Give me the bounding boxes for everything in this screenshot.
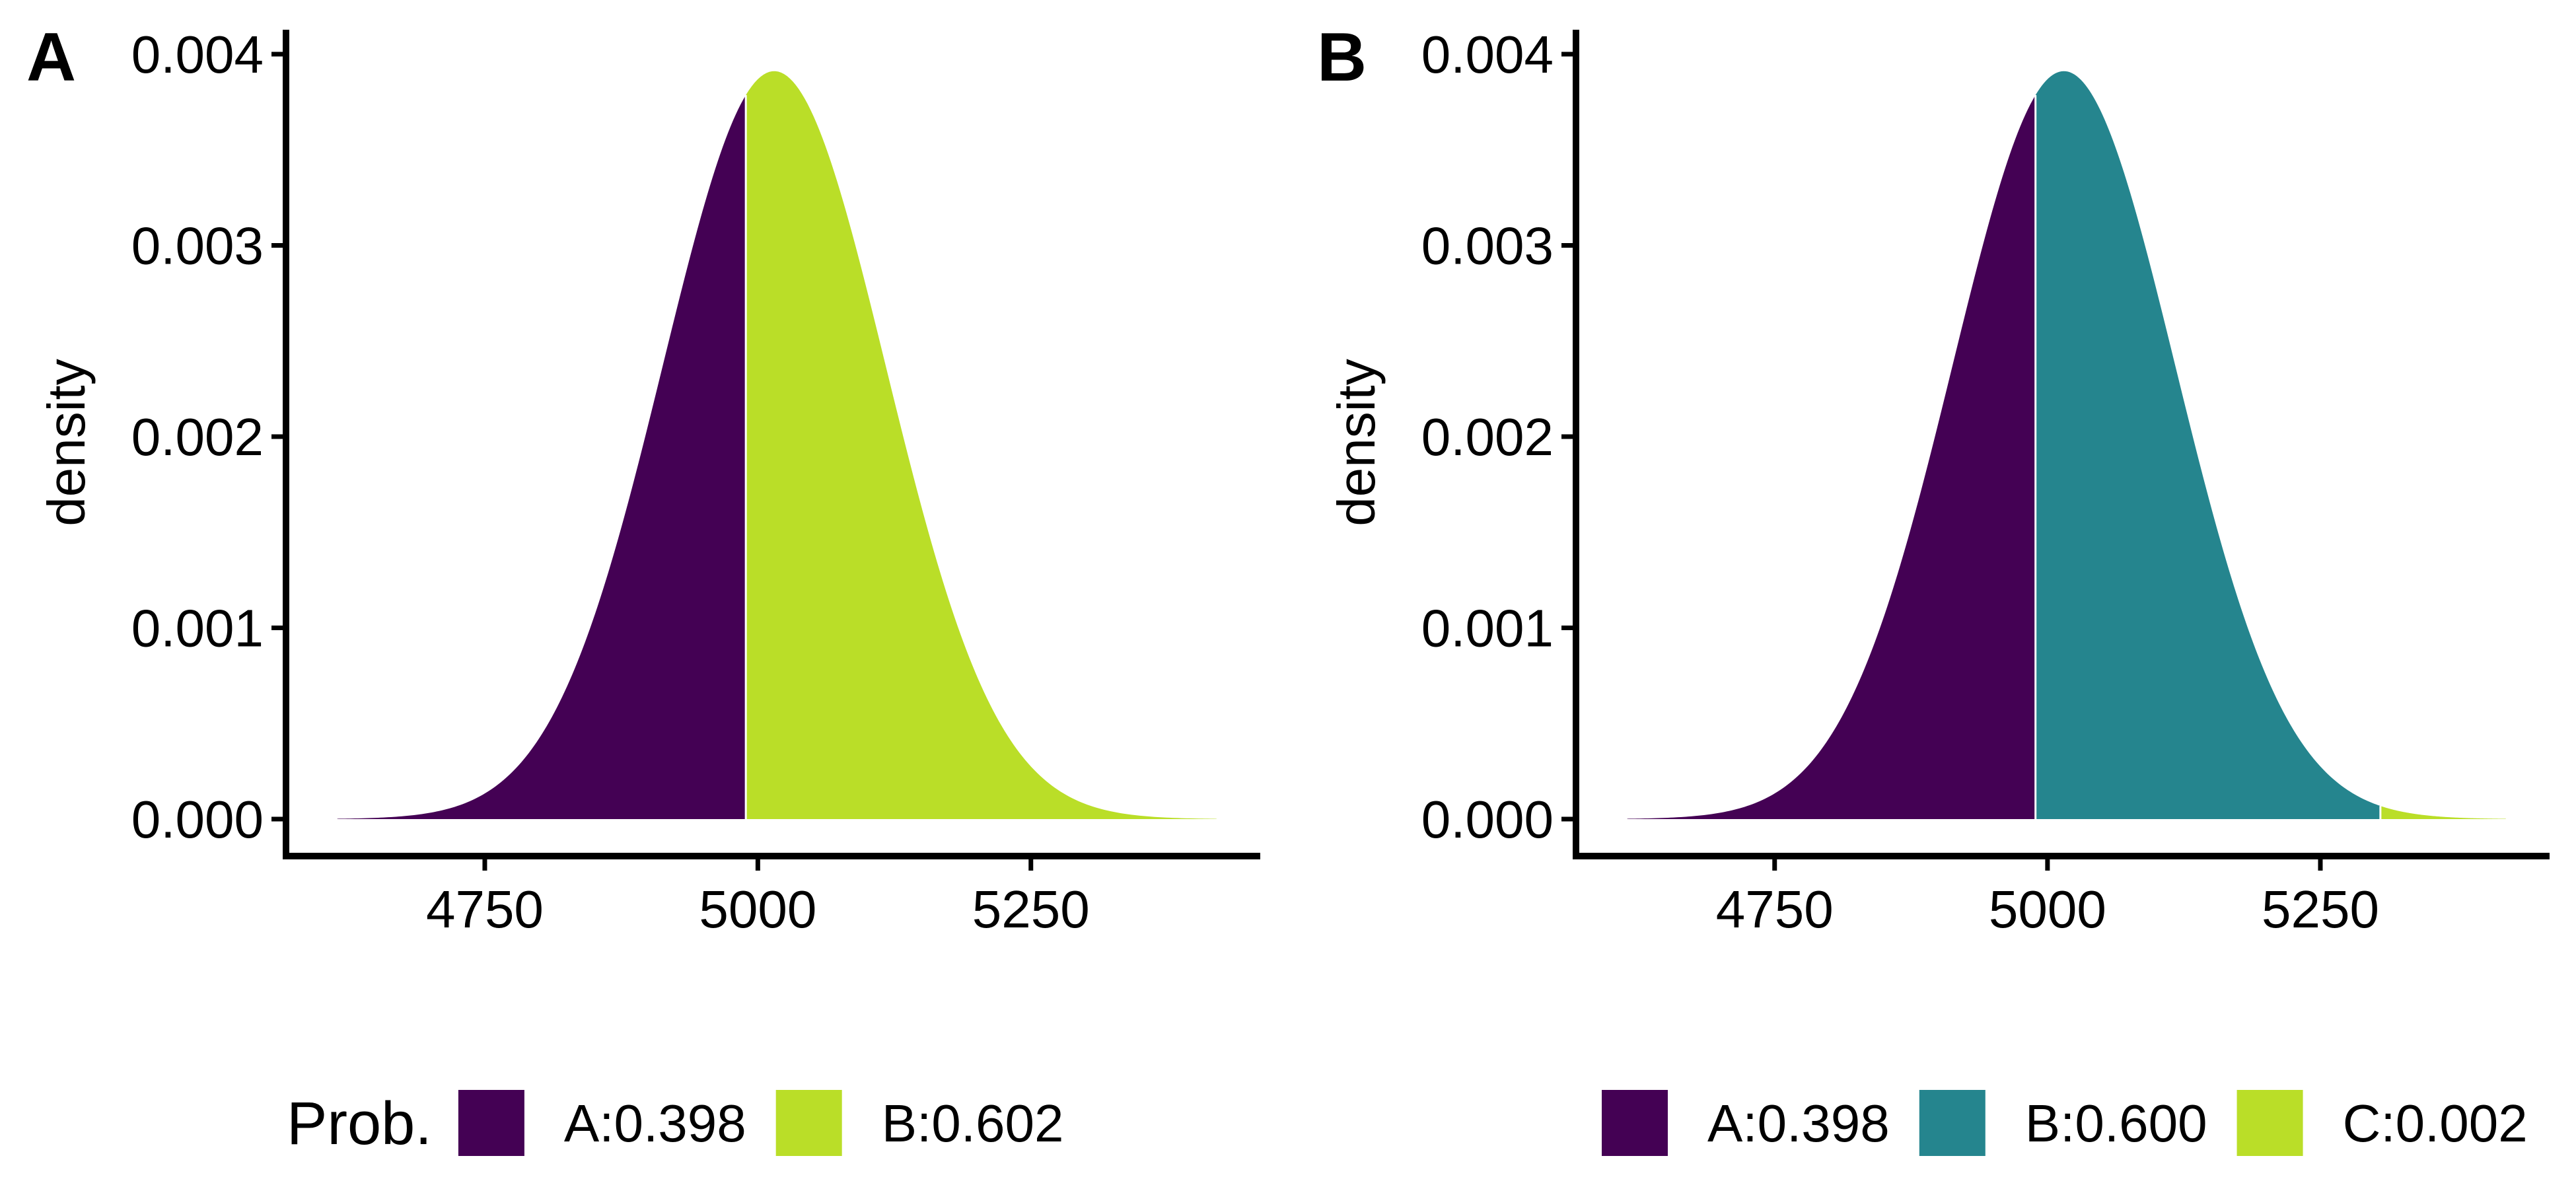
y-axis-label: density <box>37 359 96 526</box>
legend-label: A:0.398 <box>564 1094 746 1153</box>
y-tick-label: 0.003 <box>1421 217 1554 275</box>
density-region-3 <box>2380 806 2506 819</box>
y-tick-label: 0.000 <box>1421 790 1554 849</box>
x-axis-ticks: 4750 5000 5250 <box>1716 856 2379 939</box>
y-tick-label: 0.004 <box>1421 25 1554 84</box>
density-regions <box>1627 71 2506 820</box>
y-tick-label: 0.001 <box>131 599 264 658</box>
y-axis-ticks: 0.000 0.001 0.002 0.003 0.004 <box>1421 25 1576 849</box>
x-tick-label: 5250 <box>972 880 1090 939</box>
panel-label: B <box>1317 19 1367 96</box>
density-region-1 <box>1627 94 2036 819</box>
legend-swatch <box>1602 1090 1668 1156</box>
panel-a: A 0.000 0.001 0.002 0.003 0.004 4750 5000 5250… <box>26 19 1260 1157</box>
panel-b: B 0.000 0.001 0.002 0.003 0.004 4750 5000 5250… <box>1317 19 2550 1156</box>
legend-swatch <box>1919 1090 1986 1156</box>
legend: Prob. A:0.398 B:0.602 <box>287 1090 1063 1157</box>
y-tick-label: 0.003 <box>131 217 264 275</box>
y-tick-label: 0.000 <box>131 790 264 849</box>
x-tick-label: 5000 <box>699 880 816 939</box>
y-axis-label: density <box>1327 359 1386 526</box>
y-axis-ticks: 0.000 0.001 0.002 0.003 0.004 <box>131 25 286 849</box>
legend-label: C:0.002 <box>2343 1094 2528 1153</box>
x-tick-label: 4750 <box>426 880 544 939</box>
y-tick-label: 0.002 <box>1421 408 1554 466</box>
density-region-2 <box>2035 71 2380 820</box>
panel-label: A <box>26 19 76 96</box>
density-region-1 <box>337 94 746 819</box>
x-tick-label: 4750 <box>1716 880 1834 939</box>
legend-label: B:0.600 <box>2025 1094 2207 1153</box>
y-tick-label: 0.004 <box>131 25 264 84</box>
legend-swatch <box>458 1090 524 1156</box>
legend-swatch <box>775 1090 842 1156</box>
x-axis-ticks: 4750 5000 5250 <box>426 856 1090 939</box>
y-tick-label: 0.001 <box>1421 599 1554 658</box>
density-regions <box>337 71 1217 819</box>
y-tick-label: 0.002 <box>131 408 264 466</box>
x-tick-label: 5250 <box>2262 880 2379 939</box>
x-tick-label: 5000 <box>1989 880 2106 939</box>
density-region-2 <box>746 71 1217 819</box>
legend-swatch <box>2236 1090 2303 1156</box>
legend-label: B:0.602 <box>882 1094 1064 1153</box>
legend-title: Prob. <box>287 1090 432 1157</box>
legend-label: A:0.398 <box>1707 1094 1890 1153</box>
legend: A:0.398 B:0.600 C:0.002 <box>1602 1090 2528 1156</box>
region-dividers <box>2034 94 2382 819</box>
